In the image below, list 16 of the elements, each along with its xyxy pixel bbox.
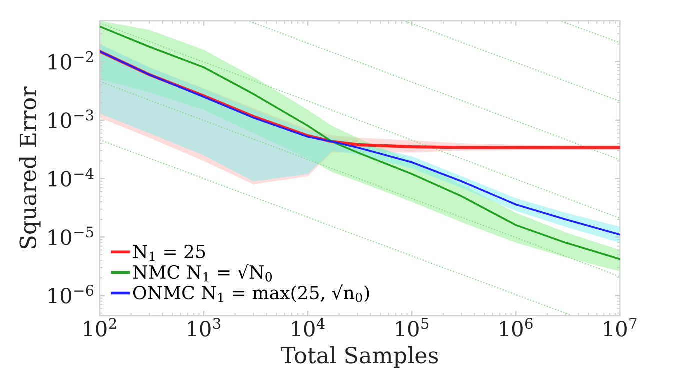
legend-label: NMC N$_{1}$ = √N$_{0}$	[133, 264, 272, 282]
x-tick-label: 10$^{3}$	[188, 318, 221, 337]
y-tick-label: 10$^{−4}$	[48, 168, 94, 187]
legend-label: N$_{1}$ = 25	[133, 244, 206, 262]
x-tick-label: 10$^{6}$	[500, 318, 533, 337]
y-tick-label: 10$^{−3}$	[48, 110, 94, 128]
y-tick-label: 10$^{−5}$	[48, 226, 94, 246]
legend-label: ONMC N$_{1}$ = max(25, √n$_{0}$)	[133, 284, 370, 302]
x-tick-label: 10$^{2}$	[84, 318, 116, 337]
x-axis-title: Total Samples	[281, 346, 438, 368]
x-tick-label: 10$^{7}$	[604, 318, 637, 337]
y-tick-label: 10$^{−6}$	[48, 285, 94, 304]
x-tick-label: 10$^{5}$	[396, 318, 429, 337]
y-axis-title: Squared Error	[19, 86, 41, 248]
y-tick-label: 10$^{−2}$	[48, 51, 94, 70]
x-tick-label: 10$^{4}$	[292, 318, 325, 337]
